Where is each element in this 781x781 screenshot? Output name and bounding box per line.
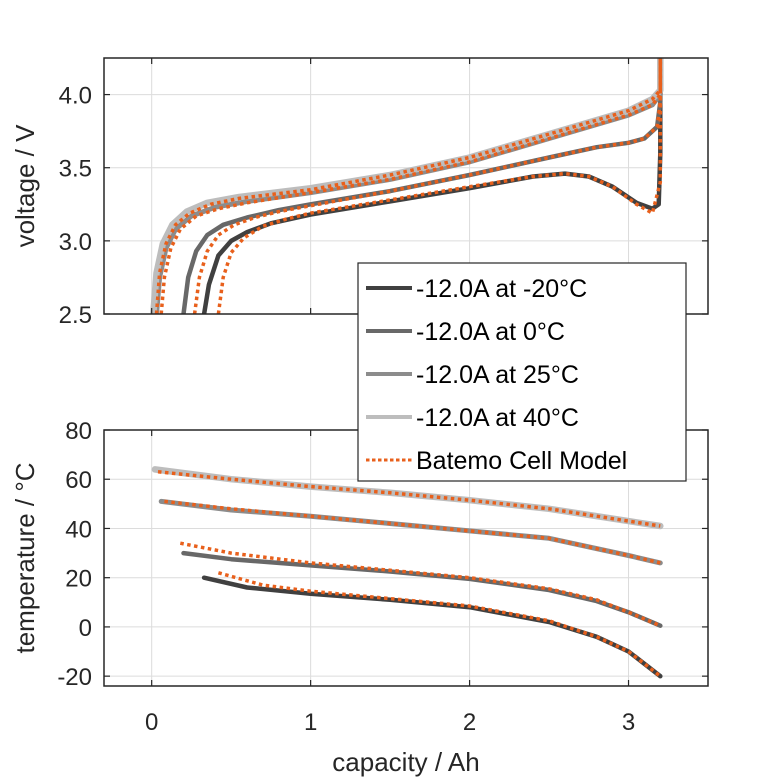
- legend-entry: -12.0A at -20°C: [366, 275, 587, 303]
- model-series-line: [164, 499, 661, 565]
- y-tick-label: 3.0: [59, 229, 92, 256]
- model-series-line: [192, 58, 663, 314]
- voltage-panel: 2.5 3.0 3.5 4.0 voltage / V: [10, 57, 709, 329]
- model-series-line: [157, 470, 661, 528]
- x-tick-label: 0: [145, 709, 158, 736]
- y-tick-label: 20: [65, 566, 92, 593]
- legend-entry: -12.0A at 0°C: [366, 318, 565, 346]
- legend-entry: Batemo Cell Model: [366, 447, 627, 475]
- legend-box: [357, 262, 687, 482]
- measured-series-line: [201, 58, 663, 314]
- model-series-line: [159, 58, 663, 314]
- x-tick-label: 2: [463, 709, 476, 736]
- voltage-series: [150, 58, 664, 314]
- y-tick-label: 60: [65, 467, 92, 494]
- temperature-panel: 0 1 2 3 -20 0 20 40 60 80 temperature / °C capaci…: [10, 418, 709, 777]
- model-series-line: [179, 541, 661, 628]
- legend: -12.0A at -20°C -12.0A at 0°C -12.0A at 25…: [357, 262, 687, 482]
- temperature-series: [151, 466, 664, 679]
- y-tick-label: 3.5: [59, 156, 92, 183]
- x-tick-label: 1: [304, 709, 317, 736]
- model-series-line: [216, 58, 663, 314]
- y-tick-label: 0: [79, 615, 92, 642]
- legend-label: -12.0A at 40°C: [416, 404, 579, 432]
- y-tick-label: 2.5: [59, 302, 92, 329]
- legend-entry: -12.0A at 25°C: [366, 361, 579, 389]
- measured-series-line: [150, 58, 664, 314]
- model-series-line: [217, 571, 662, 678]
- voltage-y-axis-label: voltage / V: [10, 124, 40, 248]
- model-series-line: [154, 58, 663, 314]
- y-tick-label: -20: [57, 664, 92, 691]
- legend-label: -12.0A at 25°C: [416, 361, 579, 389]
- y-tick-label: 80: [65, 418, 92, 445]
- y-tick-label: 4.0: [59, 83, 92, 110]
- voltage-ticks: 2.5 3.0 3.5 4.0: [59, 58, 708, 329]
- temperature-y-axis-label: temperature / °C: [10, 462, 40, 653]
- legend-label: Batemo Cell Model: [416, 447, 627, 475]
- legend-entry: -12.0A at 40°C: [366, 404, 579, 432]
- legend-label: -12.0A at -20°C: [416, 275, 587, 303]
- temperature-ticks: 0 1 2 3 -20 0 20 40 60 80: [57, 418, 708, 736]
- x-tick-label: 3: [622, 709, 635, 736]
- capacity-x-axis-label: capacity / Ah: [332, 747, 479, 777]
- y-tick-label: 40: [65, 516, 92, 543]
- legend-label: -12.0A at 0°C: [416, 318, 565, 346]
